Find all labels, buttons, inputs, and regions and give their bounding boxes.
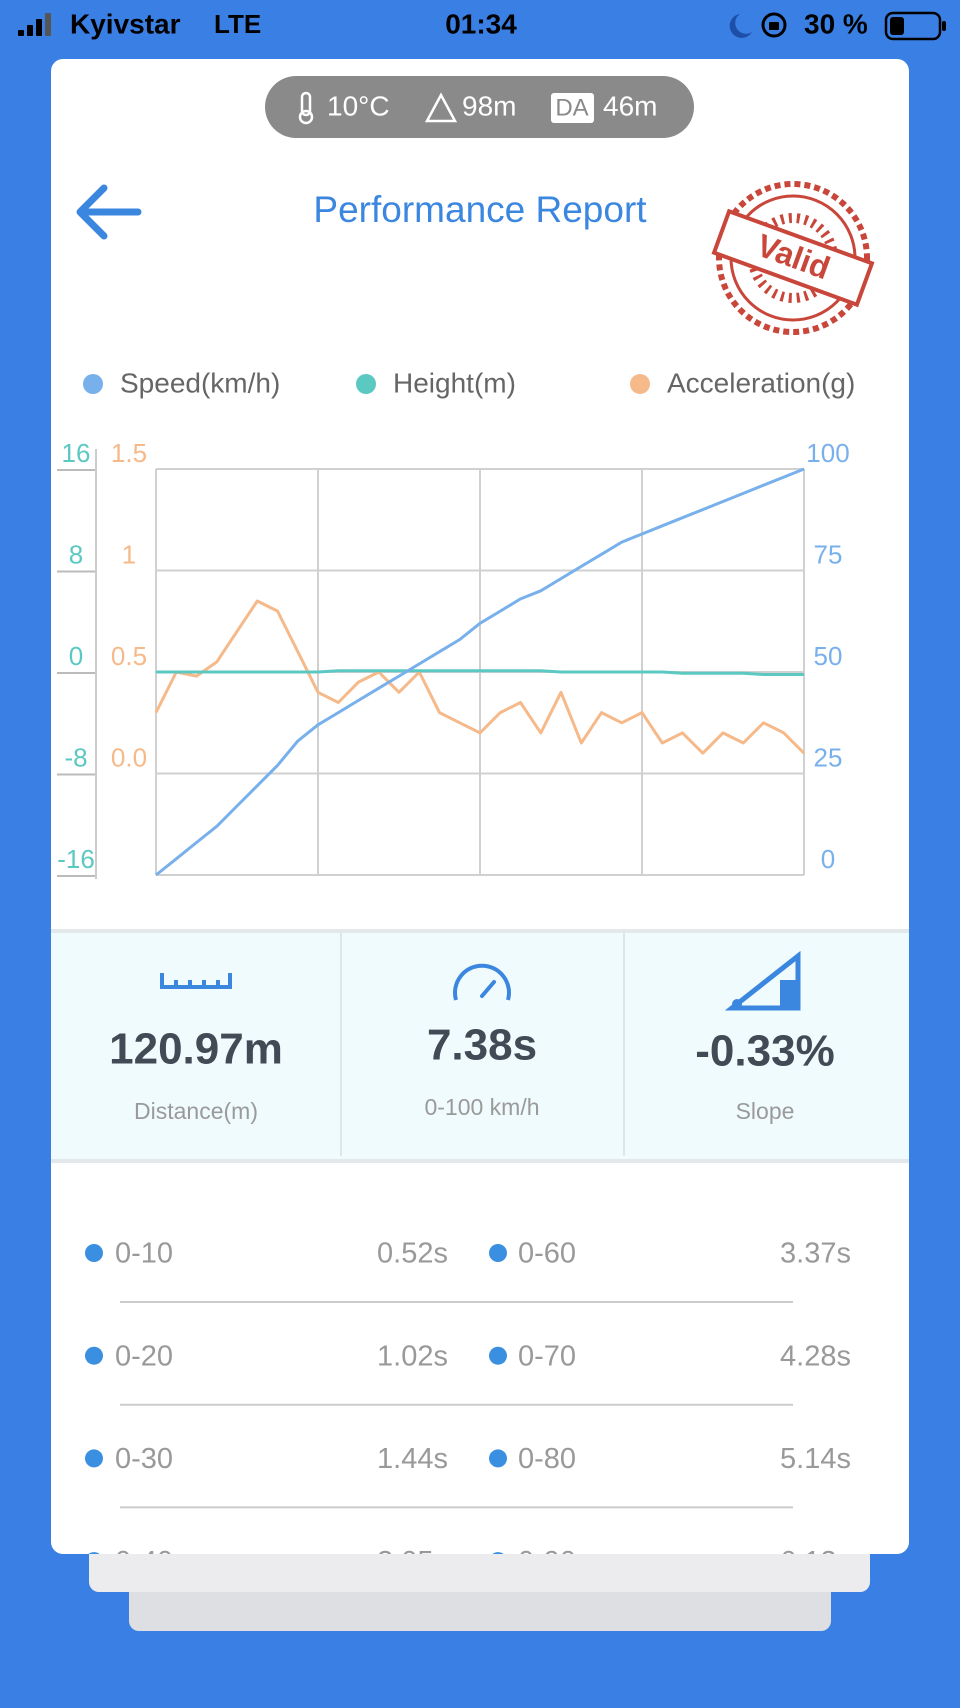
back-button[interactable] (76, 184, 142, 240)
stat-label: Distance(m) (134, 1098, 258, 1124)
split-time: 0.52s (377, 1238, 448, 1270)
stat-value: -0.33% (695, 1027, 834, 1076)
moon-icon (729, 14, 752, 38)
valid-stamp: Valid (711, 181, 875, 335)
chart: Speed(km/h) Height(m) Acceleration(g) 0 25 50… (57, 367, 855, 879)
lock-icon (761, 12, 787, 38)
bullet (85, 1449, 103, 1468)
legend-dot (630, 374, 650, 394)
da-badge-bg (551, 93, 594, 123)
mountain-icon (424, 92, 458, 123)
legend-label: Height(m) (393, 367, 516, 398)
ruler-icon (160, 973, 232, 989)
bullet (85, 1346, 103, 1365)
stat-value: 120.97m (109, 1025, 283, 1074)
split-time: 1.02s (377, 1340, 448, 1372)
temperature: 10°C (327, 90, 390, 121)
network: LTE (214, 9, 261, 39)
series-line (154, 599, 806, 755)
y-tick-label: 1 (122, 539, 136, 569)
split-time: 1.44s (377, 1443, 448, 1475)
y-tick-label: -8 (64, 742, 87, 772)
page-title: Performance Report (313, 189, 647, 230)
carrier: Kyivstar (70, 8, 181, 39)
status-bar: Kyivstar LTE 01:34 30 % (18, 8, 946, 41)
slope-icon (724, 950, 801, 1011)
legend-dot (83, 374, 103, 394)
thermometer-icon (298, 91, 314, 125)
bullet (489, 1449, 507, 1468)
split-time: 5.14s (780, 1443, 851, 1475)
y-tick-label: 25 (814, 742, 843, 772)
stat-value: 7.38s (427, 1021, 537, 1070)
split-label: 0-20 (115, 1340, 173, 1372)
split-time: 6.12s (780, 1546, 851, 1578)
y-tick-label: 8 (69, 539, 83, 569)
split-time: 4.28s (780, 1340, 851, 1372)
legend-label: Speed(km/h) (120, 367, 280, 398)
split-time: 2.05s (377, 1546, 448, 1578)
bullet (489, 1346, 507, 1365)
y-tick-label: 0 (821, 844, 835, 874)
y-tick-label: 0.0 (111, 742, 147, 772)
altitude: 98m (462, 90, 516, 121)
bullet (85, 1244, 103, 1262)
density-altitude: 46m (603, 90, 657, 121)
split-label: 0-60 (518, 1238, 576, 1270)
da-badge: DA (555, 94, 588, 121)
y-tick-label: 0 (69, 641, 83, 671)
y-tick-label: 0.5 (111, 641, 147, 671)
y-tick-label: 100 (806, 438, 849, 468)
split-label: 0-10 (115, 1238, 173, 1270)
battery-icon (884, 11, 942, 41)
split-label: 0-90 (518, 1546, 576, 1578)
split-time: 3.37s (780, 1238, 851, 1270)
stat-label: Slope (736, 1098, 795, 1124)
legend-label: Acceleration(g) (667, 367, 855, 398)
split-label: 0-70 (518, 1340, 576, 1372)
y-tick-label: 50 (814, 641, 843, 671)
y-tick-label: 1.5 (111, 438, 147, 468)
battery-text: 30 % (804, 8, 868, 39)
split-label: 0-30 (115, 1443, 173, 1475)
series-line (156, 669, 804, 676)
legend-dot (356, 374, 376, 394)
series-line (155, 467, 805, 877)
y-tick-label: 75 (814, 539, 843, 569)
bullet (489, 1244, 507, 1262)
clock: 01:34 (445, 8, 517, 39)
y-tick-label: 16 (62, 438, 91, 468)
stat-label: 0-100 km/h (424, 1094, 539, 1120)
y-tick-label: -16 (57, 844, 95, 874)
stats-panel (51, 930, 909, 1162)
speedometer-icon (453, 963, 511, 1001)
split-label: 0-40 (115, 1546, 173, 1578)
split-label: 0-80 (518, 1443, 576, 1475)
splits-table: 0-10 0.52s 0-60 3.37s 0-20 1.02s 0-70 4.28s 0-30… (85, 1238, 851, 1578)
